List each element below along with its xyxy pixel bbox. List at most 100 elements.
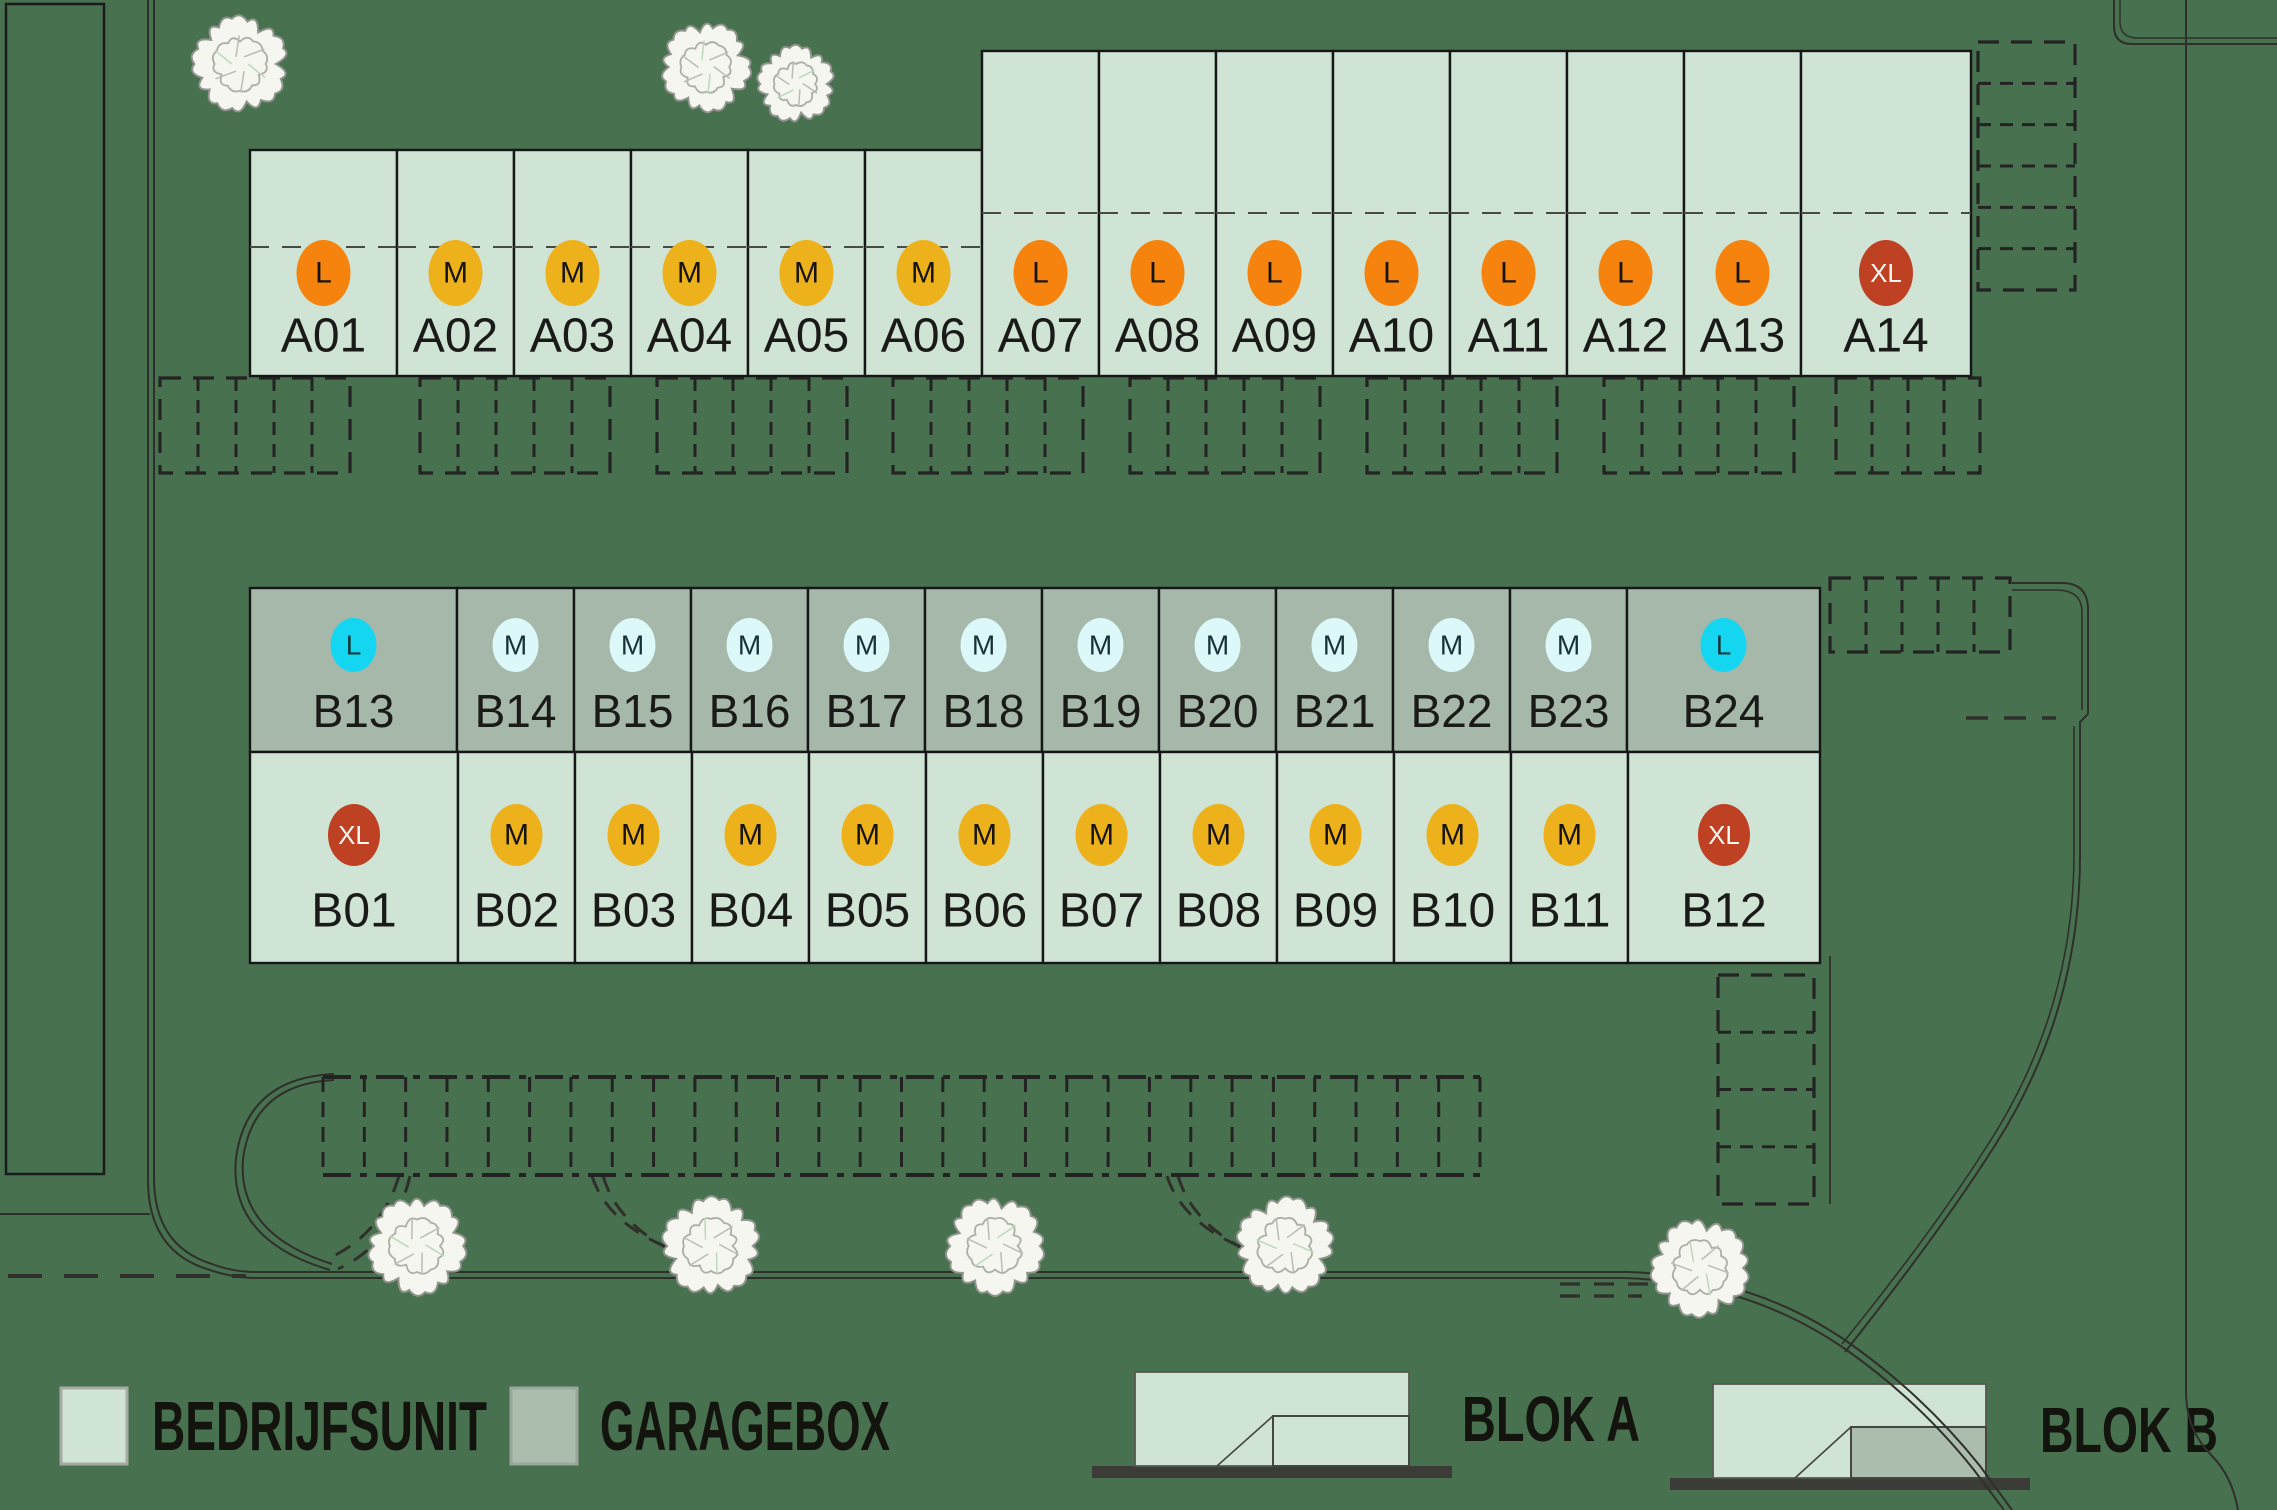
- road-line: [2119, 0, 2277, 39]
- size-badge-label: L: [1617, 257, 1634, 290]
- size-badge: [958, 804, 1011, 866]
- unit-B23[interactable]: M B23: [1508, 586, 1629, 754]
- unit-B12[interactable]: XL B12: [1626, 750, 1822, 965]
- road-line: [324, 1175, 401, 1262]
- size-badge: [296, 240, 351, 306]
- legend-blok-b-icon: [1670, 1383, 2030, 1490]
- unit-B18[interactable]: M B18: [923, 586, 1044, 754]
- size-badge: [779, 240, 834, 306]
- unit-A01[interactable]: L A01: [248, 148, 399, 378]
- size-badge-label: XL: [1708, 820, 1740, 850]
- row-blok-a: L A01 M A02 M A03 M A04 M A05 M A06 L A07 L A08 L A09 L A10…: [248, 49, 1973, 378]
- unit-id-label: B11: [1529, 885, 1611, 938]
- unit-A05[interactable]: M A05: [746, 148, 867, 378]
- size-badge-label: M: [1089, 819, 1114, 852]
- size-badge-label: L: [1734, 257, 1751, 290]
- unit-A08[interactable]: L A08: [1097, 49, 1218, 378]
- parking-stalls: [158, 376, 352, 475]
- size-badge: [1715, 240, 1770, 306]
- size-badge-label: M: [1206, 819, 1231, 852]
- unit-B19[interactable]: M B19: [1040, 586, 1161, 754]
- road-line: [1844, 582, 2089, 1353]
- parking-stalls: [418, 376, 612, 475]
- size-badge-label: M: [1557, 630, 1580, 661]
- unit-id-label: B13: [313, 685, 395, 737]
- size-badge: [1077, 618, 1124, 672]
- size-badge: [330, 618, 377, 672]
- unit-B14[interactable]: M B14: [455, 586, 576, 754]
- unit-id-label: B01: [311, 885, 396, 938]
- unit-B15[interactable]: M B15: [572, 586, 693, 754]
- unit-B21[interactable]: M B21: [1274, 586, 1395, 754]
- unit-B08[interactable]: M B08: [1158, 750, 1279, 965]
- unit-B04[interactable]: M B04: [690, 750, 811, 965]
- size-badge-label: M: [677, 257, 702, 290]
- unit-id-label: B02: [474, 885, 559, 938]
- tree-icon: [756, 43, 835, 123]
- unit-id-label: B18: [943, 685, 1025, 737]
- size-badge: [490, 804, 543, 866]
- unit-B13[interactable]: L B13: [248, 586, 459, 754]
- size-badge-label: M: [794, 257, 819, 290]
- tree-icon: [190, 14, 288, 113]
- unit-A03[interactable]: M A03: [512, 148, 633, 378]
- unit-B07[interactable]: M B07: [1041, 750, 1162, 965]
- road-line: [1841, 726, 2075, 1345]
- parking-stalls: [1716, 973, 1816, 1206]
- unit-B10[interactable]: M B10: [1392, 750, 1513, 965]
- tree-icon: [1649, 1218, 1750, 1319]
- unit-A12[interactable]: L A12: [1565, 49, 1686, 378]
- unit-B03[interactable]: M B03: [573, 750, 694, 965]
- size-badge-label: M: [560, 257, 585, 290]
- road-line: [241, 1079, 335, 1265]
- size-badge: [1543, 804, 1596, 866]
- unit-A13[interactable]: L A13: [1682, 49, 1803, 378]
- legend: BEDRIJFSUNIT GARAGEBOX BLOK A BLOK B: [59, 1371, 2218, 1490]
- unit-id-label: B09: [1293, 885, 1378, 938]
- unit-id-label: B21: [1294, 685, 1376, 737]
- unit-B16[interactable]: M B16: [689, 586, 810, 754]
- size-badge: [328, 804, 380, 866]
- unit-A06[interactable]: M A06: [863, 148, 984, 378]
- unit-id-label: A10: [1349, 310, 1434, 363]
- size-badge-label: M: [1089, 630, 1112, 661]
- unit-B09[interactable]: M B09: [1275, 750, 1396, 965]
- unit-A14[interactable]: XL A14: [1799, 49, 1973, 378]
- unit-A10[interactable]: L A10: [1331, 49, 1452, 378]
- unit-A09[interactable]: L A09: [1214, 49, 1335, 378]
- unit-id-label: B23: [1528, 685, 1610, 737]
- unit-B05[interactable]: M B05: [807, 750, 928, 965]
- unit-B11[interactable]: M B11: [1509, 750, 1630, 965]
- bedrijfsunit-swatch: [59, 1386, 129, 1466]
- row-blok-b-garage: L B13 M B14 M B15 M B16 M B17 M B18 M B19 M B20 M B21 M B22…: [248, 586, 1822, 754]
- unit-A11[interactable]: L A11: [1448, 49, 1569, 378]
- size-badge-label: M: [621, 819, 646, 852]
- size-badge: [843, 618, 890, 672]
- unit-id-label: B10: [1410, 885, 1495, 938]
- road-line: [2012, 589, 2083, 710]
- legend-label-blok-a: BLOK A: [1462, 1383, 1640, 1455]
- size-badge-label: M: [972, 819, 997, 852]
- row-blok-b-units: XL B01 M B02 M B03 M B04 M B05 M B06 M B07 M B08 M B09 M B1…: [248, 750, 1822, 965]
- size-badge: [1075, 804, 1128, 866]
- size-badge: [1311, 618, 1358, 672]
- parking-areas: [158, 40, 2077, 1206]
- unit-B24[interactable]: L B24: [1625, 586, 1822, 754]
- unit-B22[interactable]: M B22: [1391, 586, 1512, 754]
- size-badge: [609, 618, 656, 672]
- size-badge-label: M: [855, 819, 880, 852]
- unit-B20[interactable]: M B20: [1157, 586, 1278, 754]
- size-badge: [960, 618, 1007, 672]
- unit-B02[interactable]: M B02: [456, 750, 577, 965]
- unit-B06[interactable]: M B06: [924, 750, 1045, 965]
- unit-A04[interactable]: M A04: [629, 148, 750, 378]
- unit-id-label: B14: [475, 685, 557, 737]
- unit-A02[interactable]: M A02: [395, 148, 516, 378]
- legend-label-garagebox: GARAGEBOX: [600, 1387, 890, 1465]
- unit-A07[interactable]: L A07: [980, 49, 1101, 378]
- unit-B17[interactable]: M B17: [806, 586, 927, 754]
- unit-B01[interactable]: XL B01: [248, 750, 460, 965]
- size-badge: [1247, 240, 1302, 306]
- legend-item-bedrijfsunit: BEDRIJFSUNIT: [59, 1386, 487, 1466]
